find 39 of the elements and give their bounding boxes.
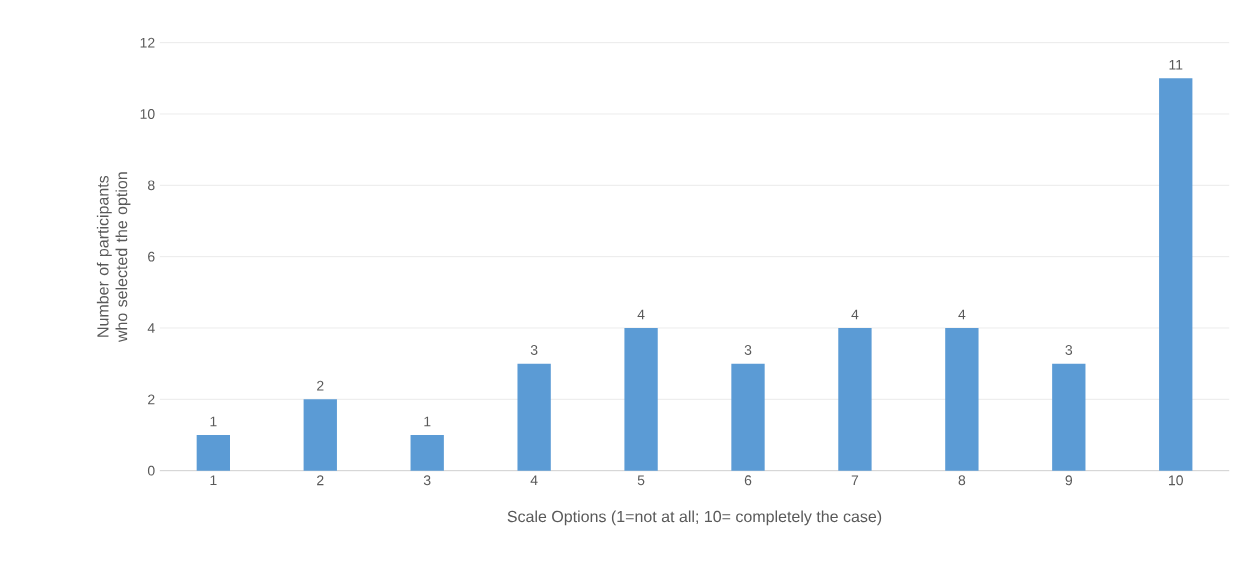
y-tick-label: 2 (148, 394, 155, 405)
y-tick-label: 4 (147, 323, 155, 333)
bar (1052, 363, 1086, 471)
bar (517, 363, 551, 471)
bar (945, 327, 979, 471)
x-tick-label: 10 (1169, 475, 1183, 486)
data-label: 3 (530, 345, 538, 355)
x-tick-label: 2 (317, 475, 324, 486)
y-tick-label: 0 (147, 465, 155, 476)
y-tick-label: 12 (140, 37, 155, 48)
x-tick-label: 7 (851, 475, 859, 485)
bar (731, 363, 765, 471)
x-tick-label: 3 (423, 475, 431, 486)
y-tick-label: 6 (148, 251, 155, 262)
bar (410, 434, 444, 471)
x-tick-label: 9 (1065, 475, 1073, 486)
data-label: 3 (1065, 345, 1073, 355)
data-label: 4 (851, 309, 859, 320)
data-label: 4 (637, 309, 645, 320)
data-label: 11 (1169, 59, 1183, 70)
x-tick-label: 5 (637, 475, 645, 486)
x-tick-label: 8 (958, 475, 966, 486)
x-tick-label: 6 (744, 475, 752, 486)
x-tick-label: 4 (530, 475, 538, 485)
bar (1159, 78, 1193, 471)
data-label: 1 (210, 416, 217, 427)
bar (838, 327, 872, 471)
y-tick-label: 10 (140, 109, 155, 119)
data-label: 2 (317, 380, 324, 391)
data-label: 3 (744, 345, 752, 355)
y-tick-label: 8 (147, 180, 155, 191)
x-axis-title: Scale Options (1=not at all; 10= completely the case) (507, 510, 882, 526)
bar (196, 434, 230, 471)
data-label: 4 (958, 309, 966, 320)
data-label: 1 (424, 416, 431, 427)
x-tick-label: 1 (210, 475, 217, 485)
y-axis-title: Number of participants who selected the option (96, 172, 131, 343)
bar (303, 399, 337, 471)
bar (624, 327, 658, 471)
